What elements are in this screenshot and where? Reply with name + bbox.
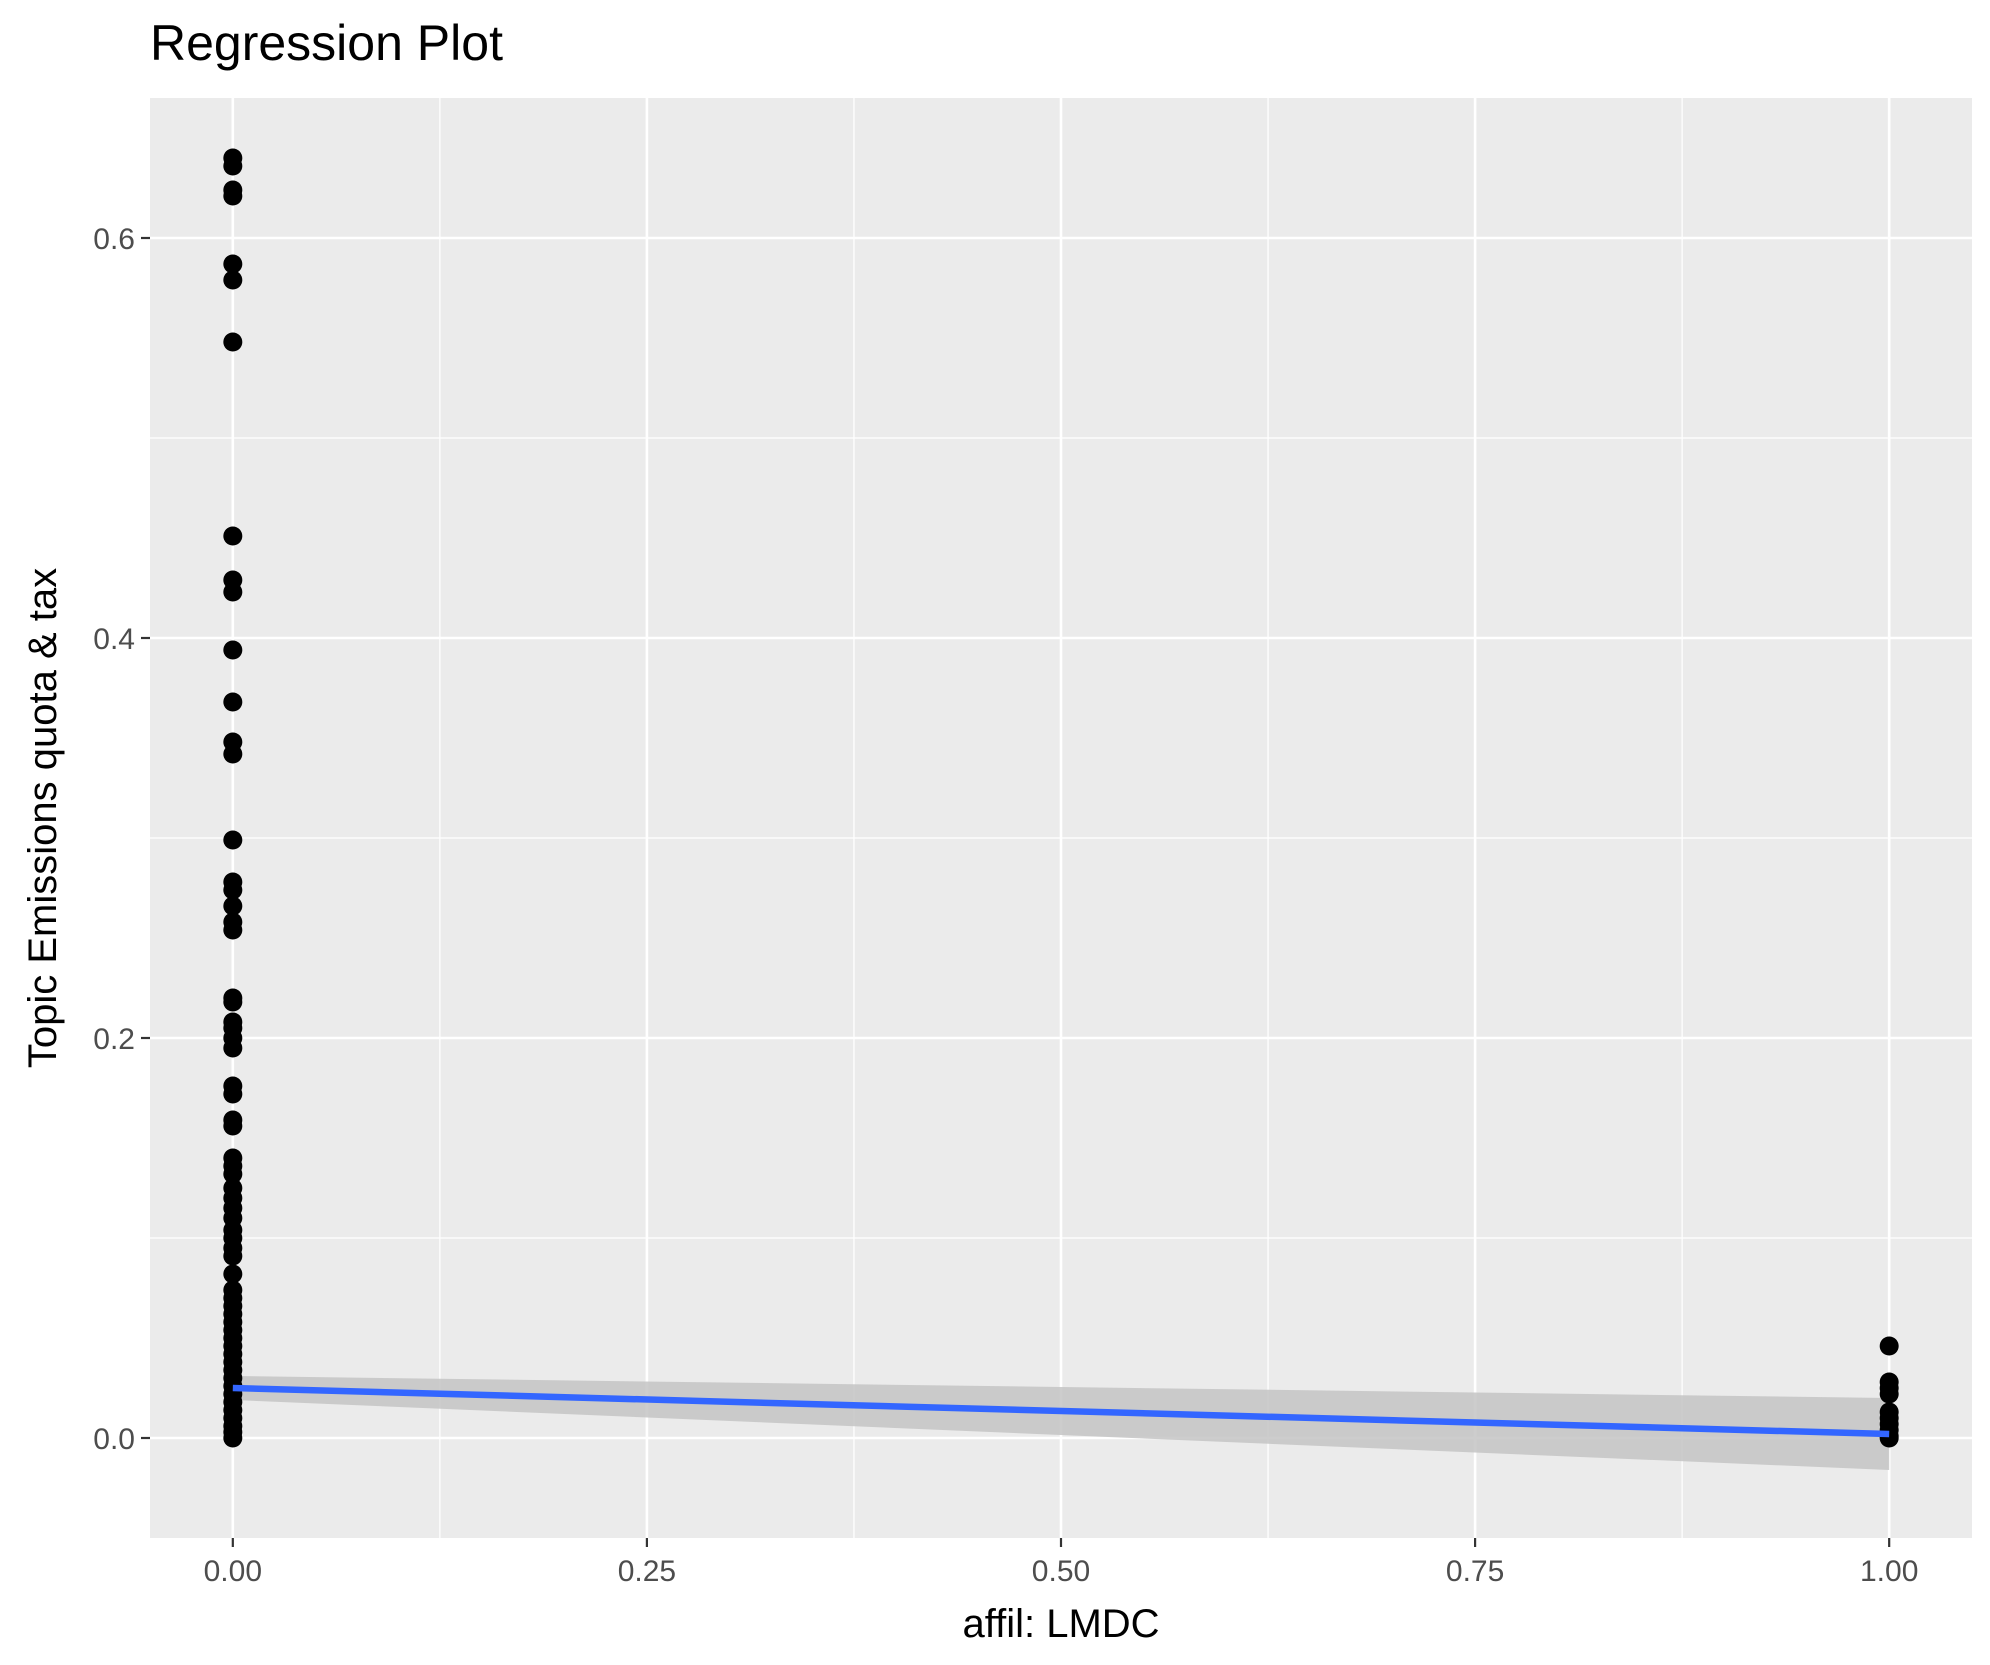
data-point (223, 992, 243, 1012)
x-tick-label: 0.00 (204, 1555, 262, 1588)
chart-title: Regression Plot (150, 15, 503, 71)
data-point (223, 692, 243, 712)
data-point (223, 526, 243, 546)
axes-layer: 0.00 0.25 0.50 0.75 1.00 0.0 0.2 0.4 0.6 (93, 223, 1918, 1588)
data-point (223, 270, 243, 290)
data-point (223, 332, 243, 352)
data-point (223, 830, 243, 850)
y-tick-label: 0.6 (93, 223, 135, 256)
data-point (223, 896, 243, 916)
data-point (223, 186, 243, 206)
data-point (223, 1164, 243, 1184)
data-point (223, 1428, 243, 1448)
data-point (223, 1264, 243, 1284)
data-point (223, 254, 243, 274)
points-layer (223, 148, 1899, 1448)
data-point (1879, 1384, 1899, 1404)
y-tick-label: 0.4 (93, 623, 135, 656)
y-tick-label: 0.2 (93, 1023, 135, 1056)
y-tick-label: 0.0 (93, 1423, 135, 1456)
x-tick-label: 0.75 (1446, 1555, 1504, 1588)
x-axis-title: affil: LMDC (962, 1602, 1159, 1646)
fit-line-layer (232, 1384, 1890, 1438)
data-point (223, 744, 243, 764)
x-tick-label: 0.50 (1032, 1555, 1090, 1588)
data-point (223, 1038, 243, 1058)
data-point (223, 1084, 243, 1104)
data-point (223, 920, 243, 940)
data-point (223, 582, 243, 602)
data-point (223, 880, 243, 900)
data-point (223, 640, 243, 660)
data-point (223, 156, 243, 176)
x-tick-label: 1.00 (1860, 1555, 1918, 1588)
data-point (1879, 1336, 1899, 1356)
data-point (223, 1116, 243, 1136)
x-tick-label: 0.25 (618, 1555, 676, 1588)
data-point (223, 1246, 243, 1266)
y-axis-title: Topic Emissions quota & tax (21, 568, 65, 1068)
regression-line (232, 1384, 1890, 1438)
